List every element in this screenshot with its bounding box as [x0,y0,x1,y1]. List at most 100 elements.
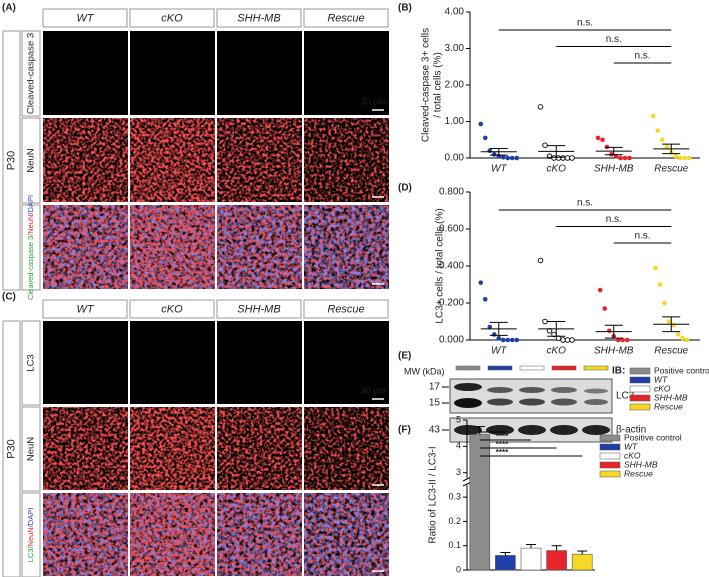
data-point [675,332,681,337]
data-point [542,142,548,148]
bar [520,547,542,571]
data-point [686,155,692,161]
column-header: cKO [161,12,183,24]
micrograph-neun [304,118,389,202]
data-point [514,337,520,343]
lane-marker [455,365,481,371]
significance-label: n.s. [634,51,650,62]
column-header-box [303,299,389,319]
row-label-part: LC3/ [26,546,35,563]
legend-swatch [629,376,651,384]
x-tick-label: SHH-MB [594,346,634,357]
data-point [555,155,562,161]
scale-bar-label: 30 µm [361,385,386,395]
legend-swatch [599,470,621,478]
micrograph [217,31,302,115]
data-point [666,319,672,324]
age-box [2,30,21,291]
micrograph-neun [304,493,389,576]
y-tick-label: 3.00 [445,43,465,54]
legend-label: SHH-MB [654,392,688,402]
data-point [606,328,612,334]
column-header: Rescue [327,12,364,24]
band [550,425,578,435]
significance-label: n.s. [634,231,650,242]
band [584,388,608,394]
legend-swatch [599,434,621,442]
y-tick-label: 0.600 [439,224,464,235]
mw-marker: 17 [429,382,441,393]
data-point [659,137,665,143]
bar [546,550,567,571]
lane-marker [583,365,609,371]
legend-swatch [629,385,651,393]
micrograph [130,321,215,404]
micrograph-neun [217,493,302,576]
band [584,399,608,405]
y-tick-label: 0.3 [448,492,461,502]
row-label: NeuN [26,437,37,461]
y-tick-label: 0.800 [439,187,464,198]
bar [469,434,491,571]
column-header-box [216,299,302,319]
y-tick-label: 5 [456,414,461,424]
micrograph [43,321,128,404]
data-point [569,155,575,161]
row-label-box [21,117,41,204]
data-point [624,337,630,343]
legend-label: Rescue [624,468,653,478]
data-point [496,335,502,341]
micrograph [304,321,389,404]
data-point [509,155,515,161]
band [454,398,482,408]
band [487,387,513,393]
band [454,383,482,391]
data-point [600,137,605,143]
x-tick-label: Rescue [654,346,688,357]
micrograph [217,321,302,404]
data-point [564,155,571,161]
data-point [664,144,670,150]
micrograph-neun [304,407,389,490]
significance-label: **** [496,448,509,457]
data-point [655,128,661,133]
data-point [514,155,520,161]
micrograph-neun [217,205,302,289]
row-label-box [21,492,41,577]
data-point [500,154,506,160]
legend-label: Rescue [654,401,683,411]
row-label: NeuN [26,148,37,172]
scale-bar-label: 30 µm [361,96,386,106]
micrograph [304,31,389,115]
y-tick-label: 2.00 [445,80,465,91]
row-label-box [21,204,41,291]
age-box [2,320,21,577]
column-header: WT [76,303,94,315]
x-tick-label: WT [491,164,507,175]
row-label-box [21,406,41,492]
y-tick-label: 4 [456,441,461,451]
mw-marker: 43 [429,425,441,436]
micrograph-neun [43,205,128,289]
data-point [618,155,623,161]
significance-label: n.s. [577,18,593,29]
age-label: P30 [5,151,17,171]
column-header: cKO [161,303,183,315]
micrograph-neun [43,407,128,490]
column-header: SHH-MB [237,12,280,24]
y-tick-label: 0.2 [448,516,461,526]
row-label-part: NeuN [26,215,35,234]
data-point [622,155,628,161]
band [551,398,577,406]
column-header: Rescue [327,303,364,315]
y-axis-label: Cleaved-caspase 3+ cells [421,28,432,142]
data-point [597,287,603,293]
data-point [620,337,626,343]
band-label: LC3 [616,391,635,402]
data-point [491,332,497,337]
panel-label: (B) [398,3,412,14]
data-point [673,153,679,159]
panel-label: (E) [398,351,411,362]
data-point [478,121,484,127]
